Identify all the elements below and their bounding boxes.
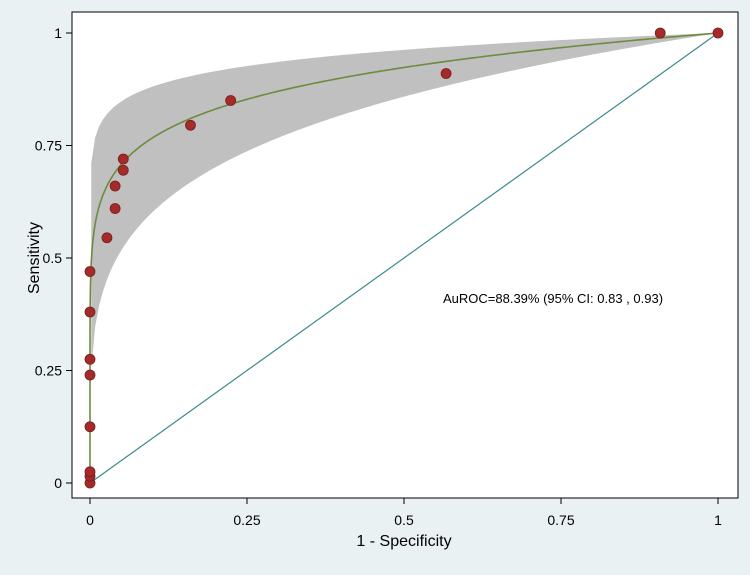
data-points: [84, 27, 724, 489]
x-tick-label-2: 0.25: [233, 512, 260, 528]
y-axis-title: Sensitivity: [26, 222, 43, 294]
y-tick-label-4: 0.75: [35, 138, 62, 154]
reference-diagonal: [89, 32, 719, 484]
y-tick-label-1: 0: [54, 475, 62, 491]
data-point-12: [117, 164, 129, 176]
data-point-11: [109, 180, 121, 192]
data-point-8: [84, 266, 96, 277]
data-point-6: [84, 353, 96, 365]
x-tick-label-3: 0.5: [394, 512, 414, 528]
data-point-4: [84, 421, 96, 433]
y-axis-ticks: 0 0.25 0.5 0.75 1: [35, 25, 72, 491]
x-axis-title: 1 - Specificity: [356, 533, 451, 550]
data-point-15: [225, 95, 237, 106]
data-point-10: [109, 203, 121, 214]
auroc-annotation: AuROC=88.39% (95% CI: 0.83 , 0.93): [443, 291, 663, 306]
confidence-band: [91, 33, 718, 369]
x-tick-label-4: 0.75: [547, 512, 574, 528]
data-point-16: [440, 68, 452, 79]
y-tick-label-5: 1: [54, 25, 62, 41]
data-point-7: [84, 306, 96, 318]
data-point-5: [84, 369, 96, 381]
y-tick-label-2: 0.25: [35, 363, 62, 379]
data-point-18: [712, 27, 724, 39]
roc-curve: [89, 32, 719, 483]
data-point-3: [84, 466, 96, 478]
data-point-13: [117, 153, 129, 165]
x-tick-label-1: 0: [86, 512, 94, 528]
y-tick-label-3: 0.5: [43, 250, 63, 266]
x-axis-ticks: 0 0.25 0.5 0.75 1: [86, 498, 722, 528]
data-point-9: [101, 232, 113, 244]
data-point-14: [185, 119, 196, 131]
x-tick-label-5: 1: [714, 512, 722, 528]
data-point-17: [654, 27, 666, 39]
